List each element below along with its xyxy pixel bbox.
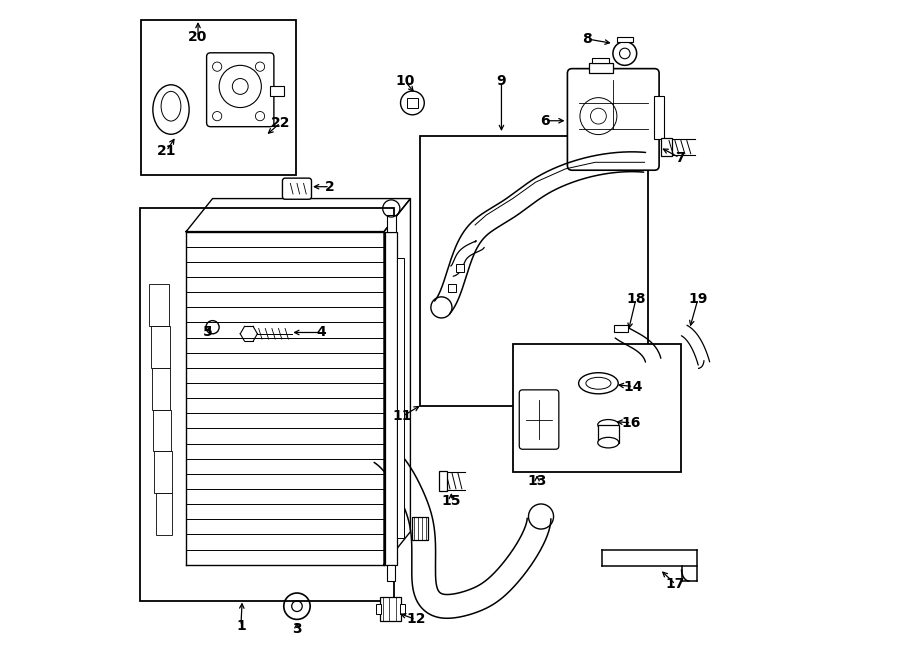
Text: 3: 3 (292, 621, 302, 636)
Bar (400, 603, 405, 614)
Text: 15: 15 (442, 494, 461, 508)
FancyBboxPatch shape (519, 390, 559, 449)
Bar (385, 231, 397, 564)
Text: 4: 4 (317, 325, 327, 340)
Bar (513, 344, 681, 473)
Text: 20: 20 (188, 30, 208, 44)
Text: 17: 17 (666, 578, 685, 592)
Text: 7: 7 (675, 151, 684, 165)
Bar (412, 516, 428, 540)
Ellipse shape (161, 91, 181, 121)
FancyBboxPatch shape (567, 69, 659, 171)
Text: 10: 10 (395, 74, 415, 88)
Text: 18: 18 (626, 292, 646, 306)
Bar (448, 284, 456, 292)
Bar (662, 138, 671, 157)
Text: 1: 1 (236, 619, 246, 633)
Bar (380, 597, 401, 621)
Text: 9: 9 (497, 74, 507, 88)
Bar (397, 258, 404, 538)
Text: 14: 14 (624, 379, 644, 393)
Ellipse shape (598, 438, 619, 448)
Bar (654, 97, 664, 139)
Text: 6: 6 (540, 114, 550, 128)
FancyBboxPatch shape (207, 53, 274, 127)
Bar (376, 603, 382, 614)
Bar (614, 325, 628, 332)
Bar (140, 208, 394, 601)
Bar (407, 98, 418, 108)
Bar (149, 284, 169, 326)
Ellipse shape (586, 377, 611, 389)
Bar (420, 136, 648, 407)
Bar (152, 368, 170, 410)
Bar (616, 37, 633, 42)
Bar (141, 20, 296, 175)
Bar (439, 471, 447, 490)
Bar (387, 215, 396, 231)
Bar (598, 425, 619, 443)
Text: 21: 21 (157, 144, 176, 158)
Bar (387, 564, 394, 581)
Text: 8: 8 (582, 32, 592, 46)
Bar (153, 410, 171, 451)
Ellipse shape (579, 373, 618, 394)
Bar (156, 493, 172, 535)
FancyBboxPatch shape (283, 178, 311, 199)
Text: 13: 13 (527, 474, 547, 488)
Bar (592, 58, 609, 63)
Text: 12: 12 (406, 612, 426, 627)
Text: 22: 22 (271, 116, 290, 130)
Text: 16: 16 (622, 416, 641, 430)
Bar (155, 451, 172, 493)
Bar (589, 63, 613, 73)
Bar (270, 87, 284, 97)
Ellipse shape (598, 420, 619, 430)
Text: 11: 11 (392, 409, 412, 423)
Text: 2: 2 (325, 180, 335, 194)
Ellipse shape (153, 85, 189, 134)
Text: 19: 19 (688, 292, 707, 306)
Bar (150, 326, 170, 368)
Bar (456, 264, 464, 272)
Text: 5: 5 (202, 325, 212, 340)
